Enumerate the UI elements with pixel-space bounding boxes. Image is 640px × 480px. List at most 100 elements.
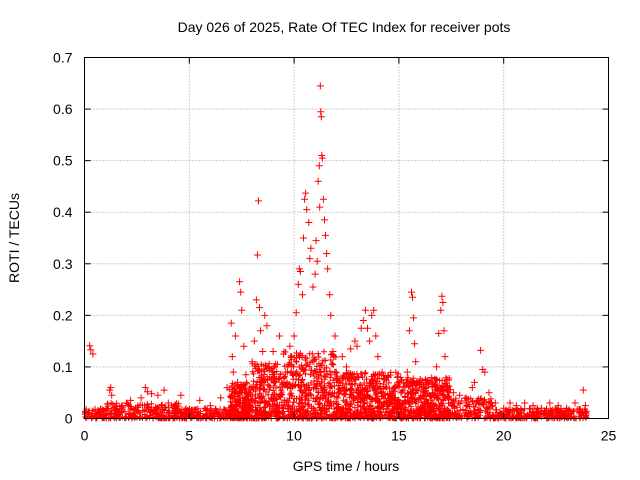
data-point: [240, 342, 248, 350]
data-point: [263, 322, 271, 330]
data-point: [470, 378, 478, 386]
data-point: [237, 288, 245, 296]
data-point: [273, 360, 281, 368]
data-point: [409, 293, 416, 301]
data-point: [521, 399, 529, 407]
data-point: [95, 409, 103, 417]
y-tick-label: 0.7: [53, 50, 73, 66]
plot-frame: [84, 57, 609, 419]
y-axis-label: ROTI / TECUs: [6, 193, 22, 283]
data-point: [378, 368, 386, 376]
data-point: [256, 304, 263, 312]
data-point: [171, 404, 179, 412]
data-point: [275, 332, 283, 340]
data-point: [581, 402, 589, 410]
data-point: [331, 332, 339, 340]
data-point: [286, 342, 294, 350]
data-point: [443, 376, 451, 384]
data-point: [255, 197, 262, 205]
data-point: [303, 206, 311, 214]
data-point: [305, 219, 313, 226]
data-point: [312, 237, 320, 245]
data-point: [131, 407, 139, 415]
data-point: [269, 348, 277, 355]
y-tick-label: 0.2: [53, 307, 73, 323]
data-point: [160, 386, 168, 394]
data-point: [217, 394, 225, 402]
y-tick-label: 0.6: [53, 101, 73, 117]
data-point: [250, 337, 258, 345]
chart-title: Day 026 of 2025, Rate Of TEC Index for r…: [178, 19, 511, 35]
data-point: [122, 399, 130, 407]
data-point: [408, 288, 415, 296]
data-point: [491, 399, 499, 407]
data-point: [112, 405, 120, 413]
data-point: [327, 311, 335, 319]
data-point: [313, 257, 321, 265]
data-points: [82, 82, 589, 418]
y-tick-label: 0.3: [53, 256, 73, 272]
data-point: [294, 280, 302, 288]
data-point: [405, 327, 413, 335]
data-point: [412, 358, 420, 366]
data-point: [259, 348, 267, 355]
data-point: [336, 378, 344, 386]
data-point: [477, 346, 485, 354]
data-point: [290, 332, 298, 340]
data-point: [87, 346, 95, 354]
data-point: [86, 342, 94, 350]
data-point: [361, 306, 369, 314]
x-tick-label: 25: [601, 428, 617, 444]
data-point: [563, 404, 571, 412]
data-point: [309, 283, 317, 291]
data-point: [326, 291, 334, 299]
data-point: [223, 384, 231, 392]
data-point: [397, 389, 405, 397]
data-point: [257, 327, 265, 335]
data-point: [319, 195, 327, 203]
data-point: [301, 195, 309, 203]
data-point: [236, 278, 244, 286]
data-point: [422, 384, 430, 392]
data-point: [206, 402, 214, 410]
data-point: [318, 154, 326, 162]
data-point: [107, 384, 115, 392]
data-point: [374, 353, 382, 361]
data-point: [99, 407, 107, 415]
data-point: [84, 410, 92, 418]
data-point: [296, 268, 304, 275]
data-point: [252, 296, 260, 304]
data-point: [316, 203, 324, 211]
data-point: [324, 265, 332, 273]
data-point: [322, 231, 329, 239]
data-point: [338, 353, 346, 361]
data-point: [137, 394, 145, 402]
data-point: [343, 363, 350, 371]
data-point: [292, 309, 300, 317]
y-tick-label: 0.5: [53, 153, 73, 169]
data-point: [441, 353, 449, 361]
data-point: [91, 405, 99, 413]
data-point: [242, 371, 250, 379]
x-tick-label: 0: [81, 428, 89, 444]
y-tick-label: 0: [65, 411, 73, 427]
data-point: [300, 234, 307, 242]
data-point: [364, 324, 371, 332]
y-axis-ticks: 0 0.1 0.2 0.3 0.4 0.5 0.6 0.7: [53, 50, 609, 427]
data-point: [537, 404, 545, 412]
data-point: [449, 389, 457, 397]
data-point: [372, 332, 380, 340]
data-point: [306, 255, 314, 263]
data-point: [506, 399, 514, 407]
data-point: [238, 306, 246, 314]
data-point: [468, 384, 476, 392]
data-point: [366, 337, 374, 345]
data-point: [154, 391, 162, 399]
data-point: [302, 189, 310, 197]
data-point: [353, 342, 361, 350]
data-point: [280, 350, 288, 358]
data-point: [299, 291, 306, 299]
data-point: [141, 384, 149, 392]
x-tick-label: 10: [286, 428, 302, 444]
